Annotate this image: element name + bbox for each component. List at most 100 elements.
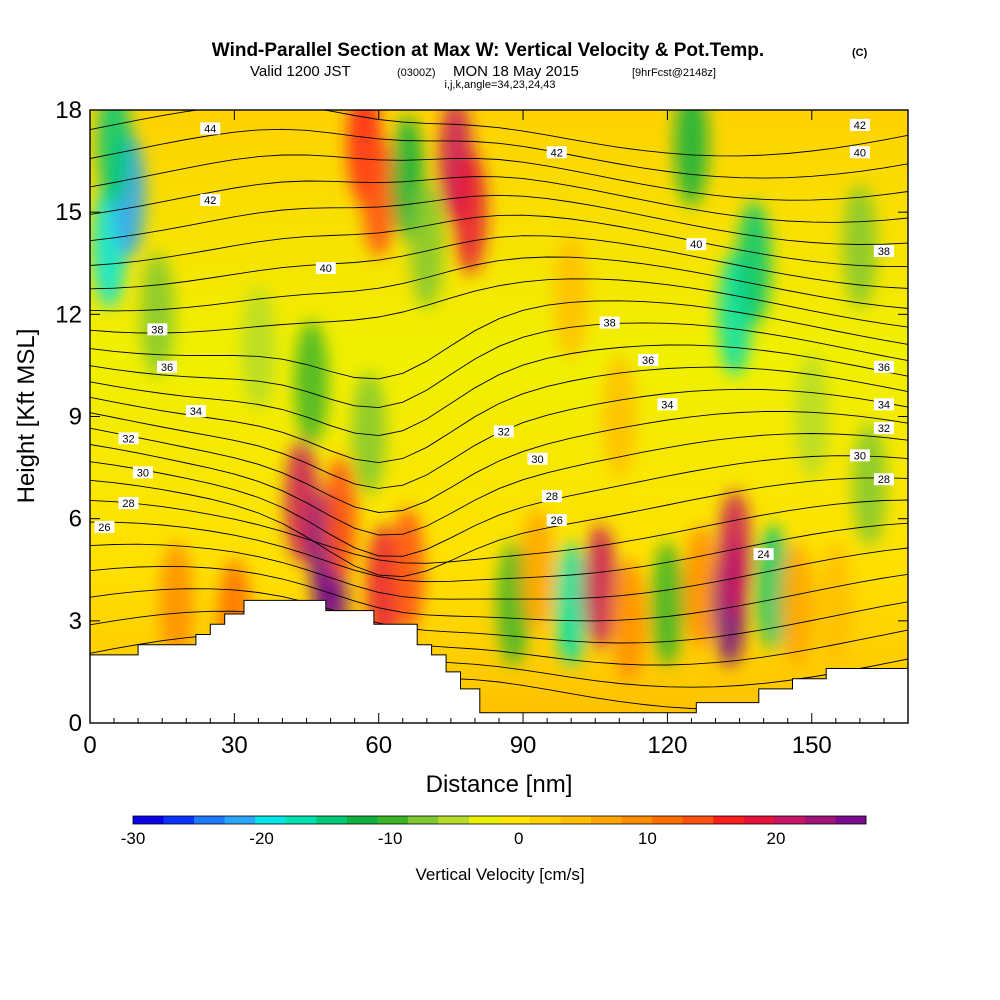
svg-text:26: 26 <box>551 515 563 527</box>
colorbar-swatch-18 <box>682 816 714 824</box>
velocity-cell-15 <box>409 184 444 309</box>
velocity-cell-40 <box>818 541 853 666</box>
theta-contour-9 <box>90 455 908 557</box>
theta-contour-18 <box>90 256 908 312</box>
plot-area: 44 42 42 42 40 40 40 38 38 38 36 36 36 34 34 34 32 32 32 30… <box>90 110 908 723</box>
chart-subtitle-zulu: (0300Z) <box>397 67 436 79</box>
colorbar-swatch-7 <box>346 816 378 824</box>
theta-label-36: 36 <box>873 360 894 374</box>
theta-label-40: 40 <box>849 146 870 159</box>
velocity-cell-37 <box>241 286 276 411</box>
colorbar-swatch-14 <box>560 816 592 824</box>
colorbar-swatch-13 <box>530 816 562 824</box>
velocity-cell-22 <box>611 558 646 683</box>
x-tick-label-150: 150 <box>792 732 832 759</box>
theta-contour-10 <box>90 433 908 536</box>
velocity-cell-26 <box>717 490 752 615</box>
colorbar-tick-label-0: 0 <box>514 829 523 848</box>
colorbar-tick-label--30: -30 <box>121 829 146 848</box>
colorbar-swatch-9 <box>407 816 439 824</box>
theta-contour-14 <box>90 344 908 437</box>
velocity-cell-21 <box>583 524 618 649</box>
velocity-cell-13 <box>361 133 396 258</box>
colorbar-swatch-1 <box>163 816 195 824</box>
theta-label-26: 26 <box>546 514 567 527</box>
axis-ticks <box>89 109 908 724</box>
chart-subtitle-indices: i,j,k,angle=34,23,24,43 <box>444 79 555 91</box>
theta-label-28: 28 <box>873 473 894 486</box>
theta-contour-22 <box>90 176 908 223</box>
svg-text:36: 36 <box>642 355 654 367</box>
svg-text:30: 30 <box>854 450 866 462</box>
svg-text:36: 36 <box>878 362 890 374</box>
svg-text:32: 32 <box>878 423 890 435</box>
theta-label-38: 38 <box>599 316 620 330</box>
colorbar-swatch-21 <box>774 816 806 824</box>
theta-contour-13 <box>90 366 908 464</box>
chart-subtitle-forecast: [9hrFcst@2148z] <box>632 67 716 79</box>
velocity-cell-11 <box>390 507 425 632</box>
velocity-cell-2 <box>97 110 132 207</box>
velocity-cell-4 <box>159 541 194 666</box>
theta-label-42: 42 <box>200 193 221 207</box>
velocity-cell-17 <box>453 150 488 275</box>
colorbar-swatch-19 <box>713 816 745 824</box>
velocity-cell-9 <box>323 456 358 581</box>
theta-label-34: 34 <box>657 398 678 411</box>
colorbar <box>132 815 867 825</box>
y-tick-label-0: 0 <box>69 710 82 737</box>
theta-contour-8 <box>90 477 908 578</box>
svg-text:28: 28 <box>546 491 558 503</box>
theta-contour-19 <box>90 235 908 290</box>
colorbar-swatch-3 <box>224 816 256 824</box>
svg-text:40: 40 <box>854 147 866 159</box>
x-tick-label-120: 120 <box>647 732 687 759</box>
y-tick-label-12: 12 <box>55 301 82 328</box>
velocity-cell-3 <box>140 252 175 377</box>
colorbar-swatch-2 <box>194 816 226 824</box>
svg-text:40: 40 <box>690 239 702 251</box>
y-tick-label-6: 6 <box>69 506 82 533</box>
theta-label-28: 28 <box>541 490 562 503</box>
theta-contour-5 <box>90 543 908 600</box>
svg-text:38: 38 <box>151 324 163 336</box>
theta-contour-11 <box>90 411 908 513</box>
svg-text:34: 34 <box>190 406 202 418</box>
colorbar-tick-label-10: 10 <box>638 829 657 848</box>
theta-label-30: 30 <box>527 452 548 466</box>
colorbar-swatch-10 <box>438 816 470 824</box>
theta-contour-7 <box>90 499 908 564</box>
x-tick-label-60: 60 <box>365 732 392 759</box>
copyright-mark: (C) <box>852 47 868 59</box>
y-tick-label-18: 18 <box>55 97 82 124</box>
theta-contour-labels: 44 42 42 42 40 40 40 38 38 38 36 36 36 34 34 34 32 32 32 30… <box>94 119 894 561</box>
colorbar-swatch-11 <box>468 816 500 824</box>
y-tick-label-3: 3 <box>69 608 82 635</box>
velocity-cell-39 <box>602 354 637 479</box>
theta-label-36: 36 <box>156 360 177 374</box>
theta-label-42: 42 <box>849 119 870 132</box>
terrain-mask <box>90 599 908 723</box>
svg-text:30: 30 <box>137 467 149 479</box>
velocity-cell-32 <box>842 184 877 309</box>
theta-label-26: 26 <box>94 520 115 534</box>
theta-contour-16 <box>90 300 908 380</box>
y-tick-label-9: 9 <box>69 404 82 431</box>
colorbar-swatch-15 <box>591 816 623 824</box>
svg-text:36: 36 <box>161 362 173 374</box>
theta-label-42: 42 <box>546 146 567 159</box>
theta-contour-23 <box>90 154 908 201</box>
velocity-cell-38 <box>554 235 589 360</box>
chart-subtitle-date: MON 18 May 2015 <box>453 63 579 80</box>
theta-contour-15 <box>90 322 908 409</box>
colorbar-tick-label--10: -10 <box>378 829 403 848</box>
velocity-cell-34 <box>794 354 829 479</box>
theta-contour-2 <box>90 610 908 666</box>
svg-text:24: 24 <box>758 549 770 561</box>
colorbar-label: Vertical Velocity [cm/s] <box>415 865 584 884</box>
theta-label-38: 38 <box>147 323 168 336</box>
theta-contour-17 <box>90 278 908 334</box>
colorbar-swatch-0 <box>133 816 165 824</box>
theta-label-44: 44 <box>200 122 221 135</box>
